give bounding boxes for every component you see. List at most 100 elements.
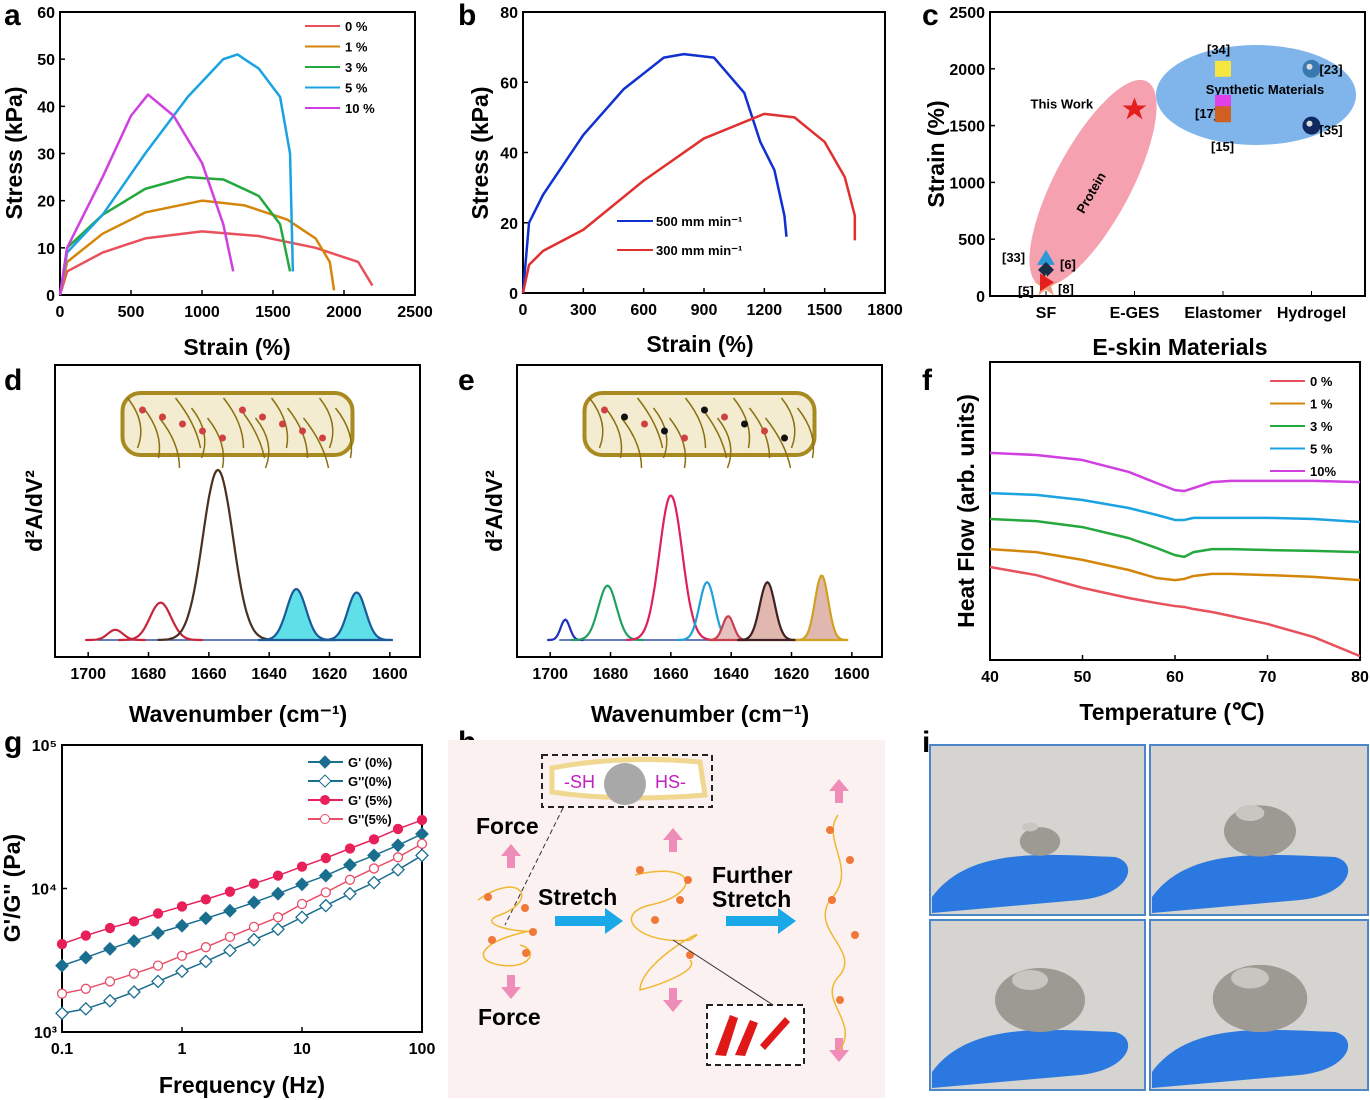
force-arrows bbox=[501, 779, 849, 1062]
y-tick-label: 40 bbox=[500, 146, 518, 163]
chart-a: 0 500 1000 1500 2000 2500 0 10 20 30 40 50 60 Strain … bbox=[1, 5, 433, 360]
y-tick-label: 10⁵ bbox=[32, 738, 57, 755]
data-point bbox=[55, 958, 69, 973]
sphere-highlight bbox=[1306, 63, 1313, 70]
x-tick-label: 1640 bbox=[251, 666, 287, 683]
photo-4 bbox=[1149, 919, 1369, 1091]
panel-label-c: c bbox=[922, 0, 939, 32]
legend-label: G' (0%) bbox=[348, 755, 392, 770]
arrow-up-icon bbox=[829, 779, 849, 803]
fiber-strand bbox=[318, 397, 334, 449]
data-point bbox=[78, 950, 93, 965]
particle-dot bbox=[219, 434, 226, 442]
series-line-4 bbox=[58, 93, 235, 296]
arrow-up-icon bbox=[663, 828, 683, 852]
particle-dot bbox=[139, 406, 146, 414]
x-tick-label: 10 bbox=[293, 1041, 311, 1058]
x-tick-label: 1800 bbox=[867, 302, 903, 319]
data-point bbox=[247, 932, 261, 947]
data-point bbox=[224, 886, 236, 897]
data-point bbox=[296, 898, 308, 910]
y-axis-title: Stress (kPa) bbox=[467, 87, 493, 220]
legend-marker bbox=[318, 755, 332, 769]
series-line-3 bbox=[989, 491, 1361, 524]
x-tick-label: 600 bbox=[630, 302, 657, 319]
legend-label: 5 % bbox=[345, 81, 368, 96]
peak-component-1 bbox=[571, 584, 644, 642]
x-axis-title: Strain (%) bbox=[183, 334, 290, 360]
fiber-strand bbox=[302, 417, 330, 469]
data-point bbox=[320, 852, 331, 864]
x-tick-label: 1000 bbox=[184, 304, 220, 321]
x-tick-label: 80 bbox=[1351, 669, 1369, 686]
series-line-1 bbox=[58, 199, 336, 296]
data-point bbox=[176, 950, 188, 961]
x-tick-label: 1680 bbox=[131, 666, 167, 683]
peak-component-0 bbox=[547, 618, 584, 642]
blue-glove bbox=[932, 1029, 1129, 1088]
x-axis-title: Wavenumber (cm⁻¹) bbox=[129, 701, 347, 727]
x-tick-label: 1600 bbox=[372, 666, 408, 683]
category-label: Hydrogel bbox=[1277, 305, 1346, 322]
point-label: [34] bbox=[1207, 42, 1230, 57]
particle-dot bbox=[741, 420, 748, 428]
y-axis-title: d²A/dV² bbox=[21, 470, 47, 552]
x-axis-title: Frequency (Hz) bbox=[159, 1072, 325, 1098]
blue-glove bbox=[1152, 854, 1349, 913]
legend-label: 3 % bbox=[1310, 419, 1333, 434]
legend-marker bbox=[320, 795, 330, 805]
particle-dot bbox=[721, 413, 728, 421]
panel-label-e: e bbox=[458, 364, 475, 397]
particle-dot bbox=[199, 427, 206, 435]
y-axis-title: Strain (%) bbox=[923, 100, 949, 207]
y-tick-label: 500 bbox=[958, 232, 985, 249]
x-tick-label: 0 bbox=[56, 304, 65, 321]
stretch-arrow-icon bbox=[555, 908, 623, 934]
legend-label: 10 % bbox=[345, 101, 375, 116]
legend-marker bbox=[320, 814, 330, 824]
data-point bbox=[391, 862, 405, 877]
particle-dot bbox=[621, 413, 628, 421]
legend-label: 0 % bbox=[1310, 374, 1333, 389]
photo-2 bbox=[1149, 744, 1369, 916]
point-label: [6] bbox=[1060, 257, 1076, 272]
peak-component-2 bbox=[626, 494, 717, 642]
data-point bbox=[368, 834, 380, 845]
y-tick-label: 10³ bbox=[34, 1025, 57, 1042]
x-tick-label: 1660 bbox=[191, 666, 227, 683]
category-label: SF bbox=[1036, 305, 1057, 322]
fiber-strand bbox=[796, 407, 815, 459]
fiber-strand bbox=[334, 407, 353, 459]
beta-sheet-icon bbox=[715, 1015, 790, 1056]
sphere-highlight bbox=[1306, 120, 1313, 127]
blue-glove bbox=[932, 854, 1129, 913]
data-point bbox=[295, 910, 309, 925]
fiber-strand bbox=[636, 397, 664, 449]
data-point bbox=[415, 848, 429, 863]
x-tick-label: 1500 bbox=[255, 304, 291, 321]
fiber-strand bbox=[158, 417, 181, 469]
data-point bbox=[416, 814, 428, 826]
peak-component-6 bbox=[795, 574, 849, 642]
panel-label-b: b bbox=[458, 0, 476, 32]
series-line-0 bbox=[61, 833, 423, 967]
data-point bbox=[247, 895, 261, 910]
data-point bbox=[198, 911, 213, 926]
legend-marker bbox=[318, 774, 332, 788]
x-tick-label: 2500 bbox=[397, 304, 433, 321]
chart-e: 1700 1680 1660 1640 1620 1600 Wavenumber (cm⁻¹… bbox=[481, 364, 883, 727]
data-point bbox=[272, 912, 284, 923]
arrow-down-icon bbox=[501, 975, 521, 999]
particle-dot bbox=[239, 406, 246, 414]
fiber-scaffold-image bbox=[120, 391, 355, 457]
legend-label: 5 % bbox=[1310, 442, 1333, 457]
data-point bbox=[344, 874, 356, 885]
data-point bbox=[391, 838, 405, 853]
data-point bbox=[343, 857, 357, 872]
data-point bbox=[198, 954, 213, 969]
chart-b: 0 300 600 900 1200 1500 1800 0 20 40 60 80 Strain (%… bbox=[467, 5, 903, 357]
particle-dot bbox=[781, 434, 788, 442]
series-line-0 bbox=[989, 565, 1361, 658]
data-point bbox=[80, 983, 91, 994]
particle-dot bbox=[299, 427, 306, 435]
